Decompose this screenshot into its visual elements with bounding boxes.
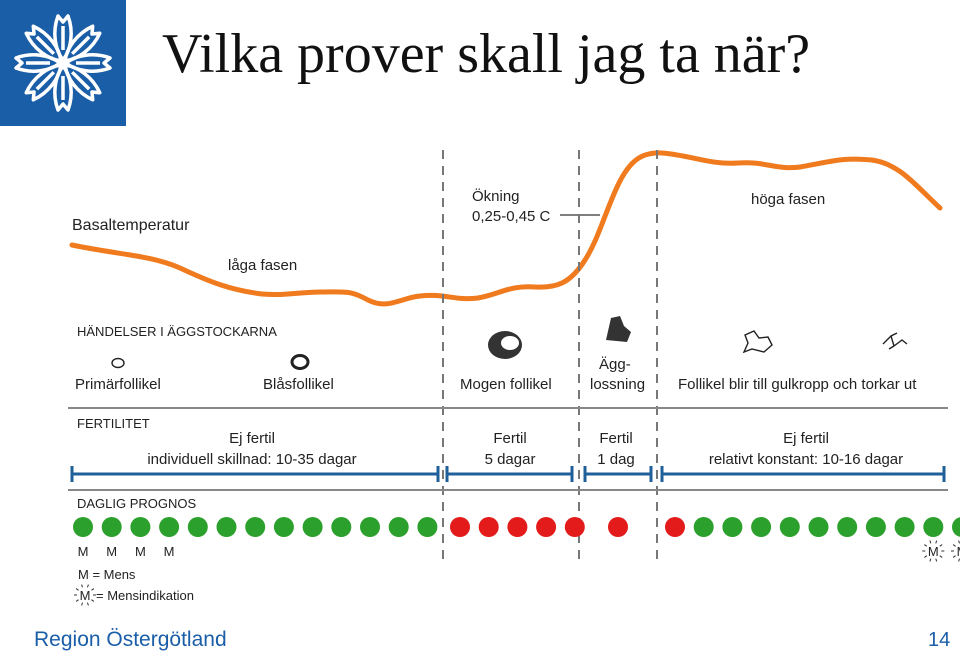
events-heading: HÄNDELSER I ÄGGSTOCKARNA [77,324,277,339]
fertility-phase3-title: Fertil [599,430,632,447]
prognosis-dot [302,517,323,537]
vesicular-follicle-label: Blåsfollikel [263,376,334,393]
prognosis-dot [73,517,93,537]
prognosis-dot [608,517,628,537]
prognosis-dot [130,517,151,537]
fertility-phase1-title: Ej fertil [229,430,275,447]
fertility-phase2-title: Fertil [493,430,526,447]
page-number: 14 [928,629,951,651]
prognosis-dot [751,517,772,537]
mens-mark: M [135,544,146,559]
prognosis-dot [564,517,585,537]
prognosis-dot [865,517,886,537]
svg-text:M: M [928,544,939,559]
rise-label-line1: Ökning [472,187,520,205]
primary-follicle-icon [111,357,125,369]
prognosis-dot [273,517,294,537]
prognosis-dot [722,517,743,537]
legend-indication-glyph: M [74,584,96,606]
mens-indication-icon: M [74,584,96,606]
mens-indication-mark: M [922,540,945,562]
primary-follicle-label: Primärfollikel [75,376,161,393]
svg-text:M: M [80,588,91,603]
fertility-phase4-title: Ej fertil [783,430,829,447]
prognosis-dot [245,517,266,537]
legend-mens-indication: = Mensindikation [96,588,194,603]
prognosis-dot [894,517,915,537]
fertility-phase1-detail: individuell skillnad: 10-35 dagar [147,451,356,468]
prognosis-dot [536,517,557,537]
mens-indication-mark: M [951,540,960,562]
page-title: Vilka prover skall jag ta när? [162,23,811,85]
prognosis-dot [665,517,685,537]
prognosis-dot [450,517,470,537]
high-phase-label: höga fasen [751,191,825,208]
legend-mens: M = Mens [78,567,136,582]
prognosis-dot [360,517,380,537]
prognosis-dot [952,517,960,537]
svg-text:M: M [957,544,960,559]
prognosis-dot [837,517,858,537]
prognosis-dot [507,517,528,537]
corpus-luteum-icon [742,330,773,354]
mens-mark: M [164,544,175,559]
prognosis-dot [693,517,714,537]
ovulation-icon [606,316,631,342]
prognosis-dot [101,517,122,537]
flower-logo-icon [14,14,112,112]
temperature-label: Basaltemperatur [72,217,190,234]
prognosis-dot [216,517,237,537]
fertility-heading: FERTILITET [77,416,150,431]
prognosis-dot [478,517,499,537]
prognosis-dot [388,517,409,537]
prognosis-dot [923,517,944,537]
prognosis-dot [417,517,438,537]
mature-follicle-icon [488,331,522,359]
basal-temperature-curve [69,150,943,307]
fertility-phase2-detail: 5 dagar [485,451,536,468]
mens-mark: M [106,544,117,559]
prognosis-dot [187,517,208,537]
fertility-phase3-detail: 1 dag [597,451,635,468]
prognosis-dot [808,517,829,537]
low-phase-label: låga fasen [228,257,297,274]
daily-prognosis-dots [73,517,960,537]
ovulation-label-line1: Ägg- [599,356,631,373]
prognosis-dot [779,517,800,537]
corpus-label: Follikel blir till gulkropp och torkar u… [678,376,917,393]
prognosis-heading: DAGLIG PROGNOS [77,496,197,511]
fertility-phase4-detail: relativt konstant: 10-16 dagar [709,451,903,468]
region-logo [0,0,126,126]
vesicular-follicle-icon [290,354,310,370]
corpus-albicans-icon [882,332,908,350]
prognosis-dot [159,517,180,537]
footer-organization: Region Östergötland [34,628,227,651]
mens-mark: M [78,544,89,559]
mature-follicle-label: Mogen follikel [460,376,552,393]
ovulation-label-line2: lossning [590,376,645,393]
rise-label-line2: 0,25-0,45 C [472,208,551,225]
fertility-timeline [70,466,946,482]
prognosis-dot [331,517,352,537]
